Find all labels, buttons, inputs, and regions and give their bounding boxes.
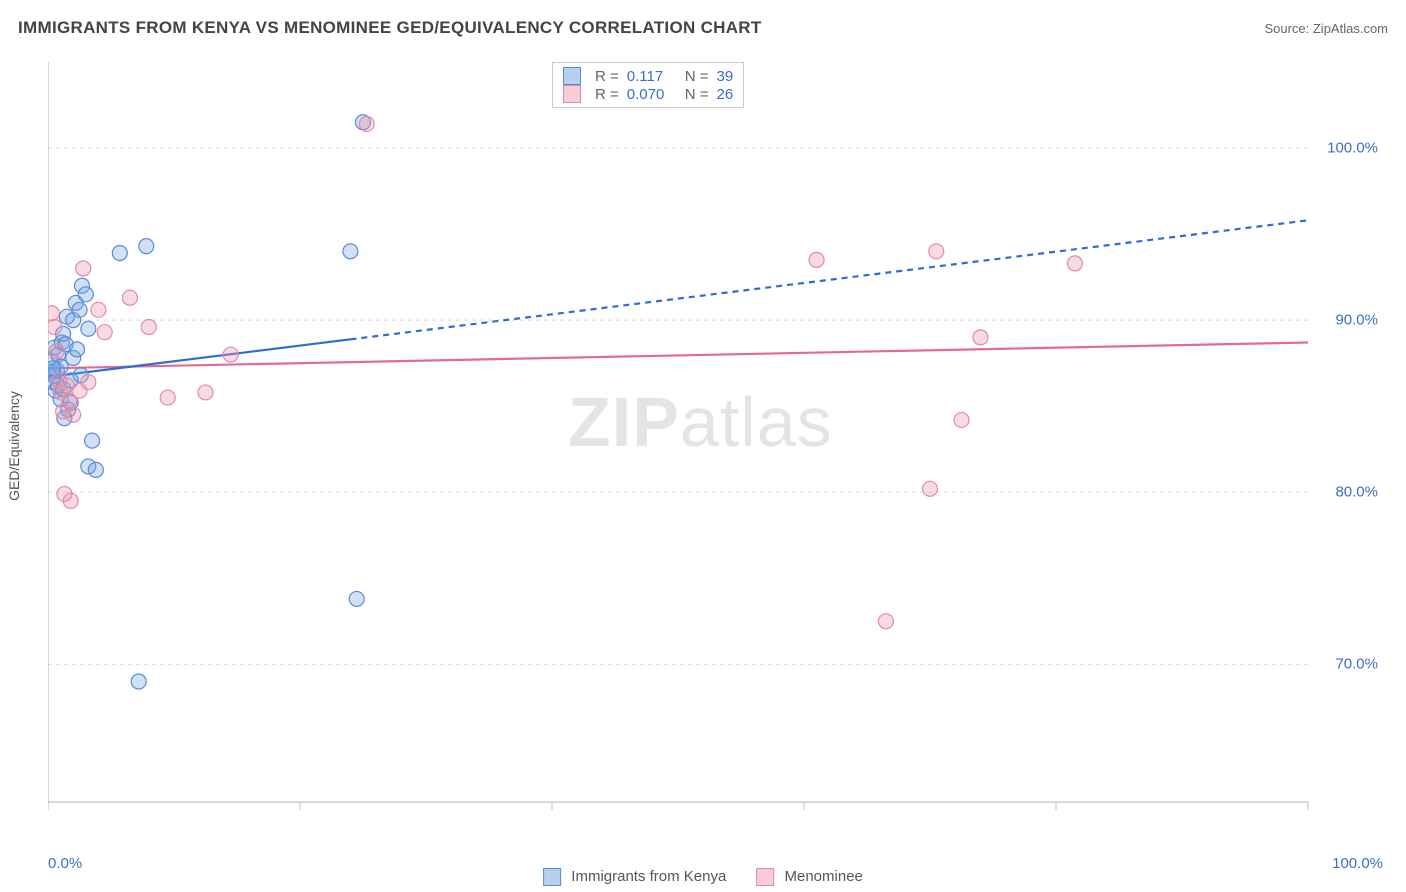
data-point	[85, 433, 100, 448]
data-point	[131, 674, 146, 689]
legend-swatch-icon	[756, 868, 774, 886]
x-tick-label: 0.0%	[48, 855, 82, 872]
data-point	[57, 486, 72, 501]
data-point	[122, 290, 137, 305]
r-label: R =	[595, 86, 619, 103]
x-tick-label: 100.0%	[1332, 855, 1383, 872]
legend-swatch-icon	[563, 67, 581, 85]
y-tick-label: 80.0%	[1335, 484, 1378, 501]
y-tick-label: 100.0%	[1327, 140, 1378, 157]
r-value: 0.070	[627, 86, 677, 103]
data-point	[929, 244, 944, 259]
legend-item-kenya: Immigrants from Kenya	[543, 868, 726, 886]
data-point	[1067, 256, 1082, 271]
legend-label: Menominee	[785, 868, 863, 885]
data-point	[48, 320, 62, 335]
correlation-legend-row: R = 0.070 N = 26	[563, 85, 733, 103]
r-label: R =	[595, 68, 619, 85]
data-point	[97, 325, 112, 340]
legend-item-menominee: Menominee	[756, 868, 863, 886]
data-point	[198, 385, 213, 400]
data-point	[49, 344, 64, 359]
y-tick-label: 70.0%	[1335, 656, 1378, 673]
data-point	[359, 116, 374, 131]
data-point	[809, 252, 824, 267]
y-tick-label: 90.0%	[1335, 312, 1378, 329]
data-point	[954, 412, 969, 427]
n-value: 39	[717, 68, 734, 85]
data-point	[66, 407, 81, 422]
data-point	[923, 481, 938, 496]
data-point	[88, 462, 103, 477]
data-point	[223, 347, 238, 362]
data-point	[349, 591, 364, 606]
data-point	[81, 375, 96, 390]
n-label: N =	[685, 68, 709, 85]
data-point	[878, 614, 893, 629]
data-point	[343, 244, 358, 259]
source-attribution: Source: ZipAtlas.com	[1264, 21, 1388, 36]
data-point	[78, 287, 93, 302]
chart-title: IMMIGRANTS FROM KENYA VS MENOMINEE GED/E…	[18, 18, 762, 38]
correlation-legend: R = 0.117 N = 39 R = 0.070 N = 26	[552, 62, 744, 108]
n-value: 26	[717, 86, 734, 103]
data-point	[139, 239, 154, 254]
legend-label: Immigrants from Kenya	[571, 868, 726, 885]
data-point	[76, 261, 91, 276]
y-axis-label: GED/Equivalency	[6, 391, 22, 501]
data-point	[91, 302, 106, 317]
data-point	[141, 320, 156, 335]
data-point	[48, 306, 59, 321]
chart-plot-area: ZIPatlas 70.0%80.0%90.0%100.0%0.0%100.0%…	[48, 52, 1388, 842]
data-point	[69, 342, 84, 357]
data-point	[112, 246, 127, 261]
legend-swatch-icon	[543, 868, 561, 886]
data-point	[160, 390, 175, 405]
legend-swatch-icon	[563, 85, 581, 103]
bottom-legend: Immigrants from Kenya Menominee	[543, 868, 863, 886]
data-point	[973, 330, 988, 345]
data-point	[81, 321, 96, 336]
n-label: N =	[685, 86, 709, 103]
chart-svg	[48, 52, 1388, 842]
r-value: 0.117	[627, 68, 677, 85]
correlation-legend-row: R = 0.117 N = 39	[563, 67, 733, 85]
data-point	[72, 302, 87, 317]
